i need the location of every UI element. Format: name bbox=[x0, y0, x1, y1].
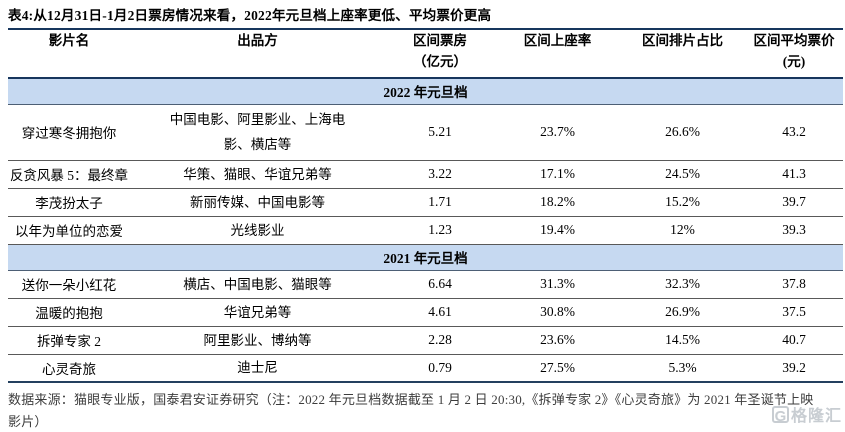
producer: 中国电影、阿里影业、上海电影、横店等 bbox=[130, 104, 385, 161]
col-header-film: 影片名 bbox=[8, 30, 130, 79]
attendance-value: 31.3% bbox=[495, 270, 620, 299]
film-name: 拆弹专家 2 bbox=[8, 326, 130, 355]
attendance-value: 18.2% bbox=[495, 188, 620, 217]
producer: 迪士尼 bbox=[130, 354, 385, 383]
boxoffice-value: 3.22 bbox=[385, 160, 495, 189]
film-name: 穿过寒冬拥抱你 bbox=[8, 104, 130, 161]
boxoffice-value: 4.61 bbox=[385, 298, 495, 327]
film-name: 送你一朵小红花 bbox=[8, 270, 130, 299]
scheduling-value: 32.3% bbox=[620, 270, 745, 299]
col-header-price: 区间平均票价 (元) bbox=[745, 30, 843, 79]
price-value: 43.2 bbox=[745, 104, 843, 161]
table-row: 以年为单位的恋爱 光线影业 1.23 19.4% 12% 39.3 bbox=[8, 216, 843, 245]
boxoffice-value: 1.71 bbox=[385, 188, 495, 217]
price-value: 39.7 bbox=[745, 188, 843, 217]
attendance-value: 23.6% bbox=[495, 326, 620, 355]
scheduling-value: 12% bbox=[620, 216, 745, 245]
section-band-2022: 2022 年元旦档 bbox=[8, 78, 843, 105]
col-header-attendance: 区间上座率 bbox=[495, 30, 620, 79]
attendance-value: 17.1% bbox=[495, 160, 620, 189]
report-table-page: { "title": "表4:从12月31日-1月2日票房情况来看，2022年元… bbox=[0, 4, 845, 429]
boxoffice-value: 6.64 bbox=[385, 270, 495, 299]
producer: 新丽传媒、中国电影等 bbox=[130, 188, 385, 217]
col-header-scheduling: 区间排片占比 bbox=[620, 30, 745, 79]
boxoffice-value: 1.23 bbox=[385, 216, 495, 245]
price-value: 39.3 bbox=[745, 216, 843, 245]
producer: 阿里影业、博纳等 bbox=[130, 326, 385, 355]
producer: 横店、中国电影、猫眼等 bbox=[130, 270, 385, 299]
scheduling-value: 26.6% bbox=[620, 104, 745, 161]
table-title: 表4:从12月31日-1月2日票房情况来看，2022年元旦档上座率更低、平均票价… bbox=[8, 4, 843, 30]
data-source-note: 数据来源：猫眼专业版，国泰君安证券研究（注：2022 年元旦档数据截至 1 月 … bbox=[8, 392, 814, 429]
price-value: 40.7 bbox=[745, 326, 843, 355]
price-value: 41.3 bbox=[745, 160, 843, 189]
film-name: 以年为单位的恋爱 bbox=[8, 216, 130, 245]
producer: 光线影业 bbox=[130, 216, 385, 245]
section-band-2021: 2021 年元旦档 bbox=[8, 244, 843, 271]
gelonghui-watermark: G 格隆汇 bbox=[771, 402, 842, 426]
table-row: 送你一朵小红花 横店、中国电影、猫眼等 6.64 31.3% 32.3% 37.… bbox=[8, 270, 843, 299]
table-row: 拆弹专家 2 阿里影业、博纳等 2.28 23.6% 14.5% 40.7 bbox=[8, 326, 843, 355]
section-band-label: 2021 年元旦档 bbox=[8, 244, 843, 271]
box-office-table: 影片名 出品方 区间票房 （亿元） 区间上座率 区间排片占比 区间平均票价 (元) … bbox=[8, 30, 843, 383]
scheduling-value: 5.3% bbox=[620, 354, 745, 383]
gelonghui-logo-text: 格隆汇 bbox=[790, 408, 842, 425]
boxoffice-value: 0.79 bbox=[385, 354, 495, 383]
attendance-value: 27.5% bbox=[495, 354, 620, 383]
scheduling-value: 14.5% bbox=[620, 326, 745, 355]
film-name: 反贪风暴 5：最终章 bbox=[8, 160, 130, 189]
film-name: 温暖的抱抱 bbox=[8, 298, 130, 327]
attendance-value: 30.8% bbox=[495, 298, 620, 327]
table-row: 反贪风暴 5：最终章 华策、猫眼、华谊兄弟等 3.22 17.1% 24.5% … bbox=[8, 160, 843, 189]
boxoffice-value: 2.28 bbox=[385, 326, 495, 355]
col-header-producer: 出品方 bbox=[130, 30, 385, 79]
attendance-value: 19.4% bbox=[495, 216, 620, 245]
price-value: 37.8 bbox=[745, 270, 843, 299]
scheduling-value: 15.2% bbox=[620, 188, 745, 217]
section-band-label: 2022 年元旦档 bbox=[8, 78, 843, 105]
table-row: 李茂扮太子 新丽传媒、中国电影等 1.71 18.2% 15.2% 39.7 bbox=[8, 188, 843, 217]
producer: 华谊兄弟等 bbox=[130, 298, 385, 327]
table-header-row: 影片名 出品方 区间票房 （亿元） 区间上座率 区间排片占比 区间平均票价 (元) bbox=[8, 30, 843, 79]
film-name: 心灵奇旅 bbox=[8, 354, 130, 383]
scheduling-value: 26.9% bbox=[620, 298, 745, 327]
gelonghui-logo-icon: G bbox=[771, 405, 789, 425]
film-name: 李茂扮太子 bbox=[8, 188, 130, 217]
col-header-boxoffice: 区间票房 （亿元） bbox=[385, 30, 495, 79]
table-row: 穿过寒冬拥抱你 中国电影、阿里影业、上海电影、横店等 5.21 23.7% 26… bbox=[8, 104, 843, 161]
attendance-value: 23.7% bbox=[495, 104, 620, 161]
boxoffice-value: 5.21 bbox=[385, 104, 495, 161]
producer: 华策、猫眼、华谊兄弟等 bbox=[130, 160, 385, 189]
table-row: 心灵奇旅 迪士尼 0.79 27.5% 5.3% 39.2 bbox=[8, 354, 843, 383]
scheduling-value: 24.5% bbox=[620, 160, 745, 189]
price-value: 37.5 bbox=[745, 298, 843, 327]
table-row: 温暖的抱抱 华谊兄弟等 4.61 30.8% 26.9% 37.5 bbox=[8, 298, 843, 327]
price-value: 39.2 bbox=[745, 354, 843, 383]
